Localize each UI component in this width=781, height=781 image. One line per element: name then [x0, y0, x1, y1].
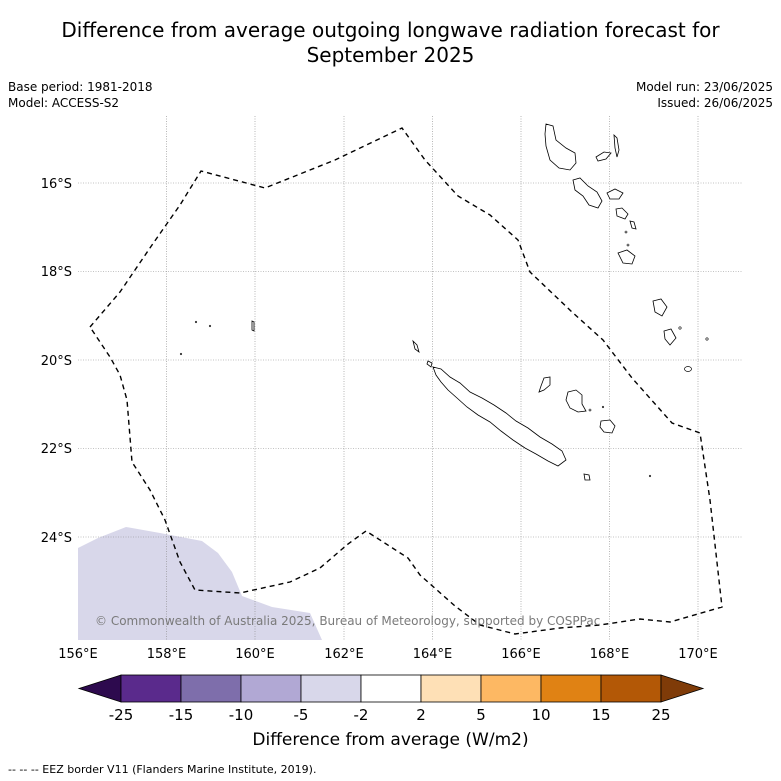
island-shepherd — [629, 220, 637, 230]
cb-tick-neg5: -5 — [294, 706, 309, 724]
island-ambae — [595, 151, 612, 162]
copyright-notice: © Commonwealth of Australia 2025, Bureau… — [95, 614, 601, 628]
lat-label-16s: 16°S — [41, 177, 72, 192]
colorbar-bin-15-25 — [600, 674, 662, 703]
island-aniwa — [705, 337, 709, 341]
meta-left: Base period: 1981-2018 Model: ACCESS-S2 — [8, 79, 153, 111]
model-run: Model run: 23/06/2025 — [635, 80, 773, 94]
island-efate — [617, 249, 636, 265]
lon-label-162e: 162°E — [324, 647, 364, 662]
island-aneityum — [684, 366, 692, 372]
lat-label-18s: 18°S — [41, 265, 72, 280]
meta-right: Model run: 23/06/2025 Issued: 26/06/2025 — [636, 79, 773, 111]
colorbar-bin-neg10-neg5 — [240, 674, 302, 703]
eez-border — [89, 127, 723, 635]
colorbar-bin-neg25-neg15 — [120, 674, 182, 703]
lon-label-166e: 166°E — [501, 647, 541, 662]
lat-label-20s: 20°S — [41, 354, 72, 369]
cb-tick-neg10: -10 — [229, 706, 254, 724]
colorbar — [77, 674, 705, 703]
island-malekula — [572, 177, 603, 209]
title-line-2: September 2025 — [306, 43, 475, 67]
island-tanna — [663, 328, 677, 346]
island-ouvea — [538, 376, 551, 393]
footer-eez-note: -- -- -- EEZ border V11 (Flanders Marine… — [8, 763, 317, 776]
anomaly-region — [78, 527, 322, 640]
colorbar-bin-neg5-neg2 — [300, 674, 362, 703]
lon-label-156e: 156°E — [58, 647, 98, 662]
base-period: Base period: 1981-2018 — [8, 80, 153, 94]
lon-label-170e: 170°E — [678, 647, 718, 662]
colorbar-bin-5-10 — [480, 674, 542, 703]
island-isle-of-pines — [583, 473, 591, 481]
lon-label-168e: 168°E — [590, 647, 630, 662]
island-mare — [599, 419, 616, 434]
island-vanuatu-islet-1 — [624, 230, 628, 234]
island-epi — [615, 207, 629, 220]
island-futuna — [678, 326, 682, 330]
colorbar-extend-low — [77, 674, 122, 703]
lon-label-160e: 160°E — [235, 647, 275, 662]
cb-tick-neg15: -15 — [169, 706, 194, 724]
island-western-islet-2 — [208, 324, 212, 328]
issued-date: Issued: 26/06/2025 — [657, 96, 773, 110]
island-pentecost — [606, 188, 624, 200]
cb-tick-5: 5 — [476, 706, 486, 724]
colorbar-bin-neg15-neg10 — [180, 674, 242, 703]
island-islet-1 — [601, 405, 605, 409]
lon-label-164e: 164°E — [413, 647, 453, 662]
island-erromango — [652, 298, 668, 317]
cb-tick-2: 2 — [416, 706, 426, 724]
cb-tick-neg25: -25 — [109, 706, 134, 724]
lat-label-22s: 22°S — [41, 442, 72, 457]
colorbar-bin-neg2-2 — [360, 674, 422, 703]
cb-tick-15: 15 — [591, 706, 610, 724]
colorbar-extend-high — [660, 674, 705, 703]
lat-label-24s: 24°S — [41, 531, 72, 546]
island-maewo — [613, 133, 620, 158]
island-new-caledonia — [432, 366, 567, 467]
island-vanuatu-islet-2 — [626, 243, 630, 247]
colorbar-bin-10-15 — [540, 674, 602, 703]
chart-title: Difference from average outgoing longwav… — [0, 18, 781, 68]
cb-tick-10: 10 — [531, 706, 550, 724]
cb-tick-neg2: -2 — [354, 706, 369, 724]
colorbar-title: Difference from average (W/m2) — [252, 730, 529, 750]
island-walpole — [648, 474, 652, 478]
model-name: Model: ACCESS-S2 — [8, 96, 120, 110]
colorbar-bin-2-5 — [420, 674, 482, 703]
map-area — [78, 116, 743, 640]
title-line-1: Difference from average outgoing longwav… — [61, 18, 720, 42]
gridlines — [78, 116, 743, 640]
island-chesterfield — [251, 320, 255, 332]
island-nc-north-islet — [426, 360, 433, 368]
cb-tick-25: 25 — [651, 706, 670, 724]
island-tiga — [588, 408, 592, 412]
island-lifou — [565, 389, 587, 413]
island-western-islet-1 — [194, 320, 198, 324]
island-belep — [412, 339, 420, 354]
lon-label-158e: 158°E — [147, 647, 187, 662]
island-western-islet-3 — [179, 352, 183, 356]
island-espiritu-santo — [544, 123, 577, 171]
